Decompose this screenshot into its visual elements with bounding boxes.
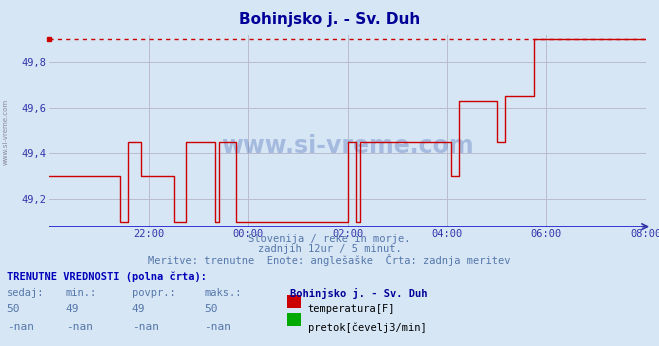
Text: zadnjih 12ur / 5 minut.: zadnjih 12ur / 5 minut. xyxy=(258,244,401,254)
Text: povpr.:: povpr.: xyxy=(132,288,175,298)
Text: TRENUTNE VREDNOSTI (polna črta):: TRENUTNE VREDNOSTI (polna črta): xyxy=(7,272,206,282)
Text: Slovenija / reke in morje.: Slovenija / reke in morje. xyxy=(248,234,411,244)
Text: 50: 50 xyxy=(7,304,20,315)
Text: -nan: -nan xyxy=(7,322,34,333)
Text: -nan: -nan xyxy=(132,322,159,333)
Text: -nan: -nan xyxy=(66,322,93,333)
Text: www.si-vreme.com: www.si-vreme.com xyxy=(221,134,474,158)
Text: maks.:: maks.: xyxy=(204,288,242,298)
Text: Bohinjsko j. - Sv. Duh: Bohinjsko j. - Sv. Duh xyxy=(290,288,428,299)
Text: min.:: min.: xyxy=(66,288,97,298)
Text: Bohinjsko j. - Sv. Duh: Bohinjsko j. - Sv. Duh xyxy=(239,12,420,27)
Text: -nan: -nan xyxy=(204,322,231,333)
Text: pretok[čevelj3/min]: pretok[čevelj3/min] xyxy=(308,322,426,333)
Text: temperatura[F]: temperatura[F] xyxy=(308,304,395,315)
Text: 49: 49 xyxy=(66,304,79,315)
Text: 50: 50 xyxy=(204,304,217,315)
Text: 49: 49 xyxy=(132,304,145,315)
Text: www.si-vreme.com: www.si-vreme.com xyxy=(2,98,9,165)
Text: sedaj:: sedaj: xyxy=(7,288,44,298)
Text: Meritve: trenutne  Enote: anglešaške  Črta: zadnja meritev: Meritve: trenutne Enote: anglešaške Črta… xyxy=(148,254,511,266)
